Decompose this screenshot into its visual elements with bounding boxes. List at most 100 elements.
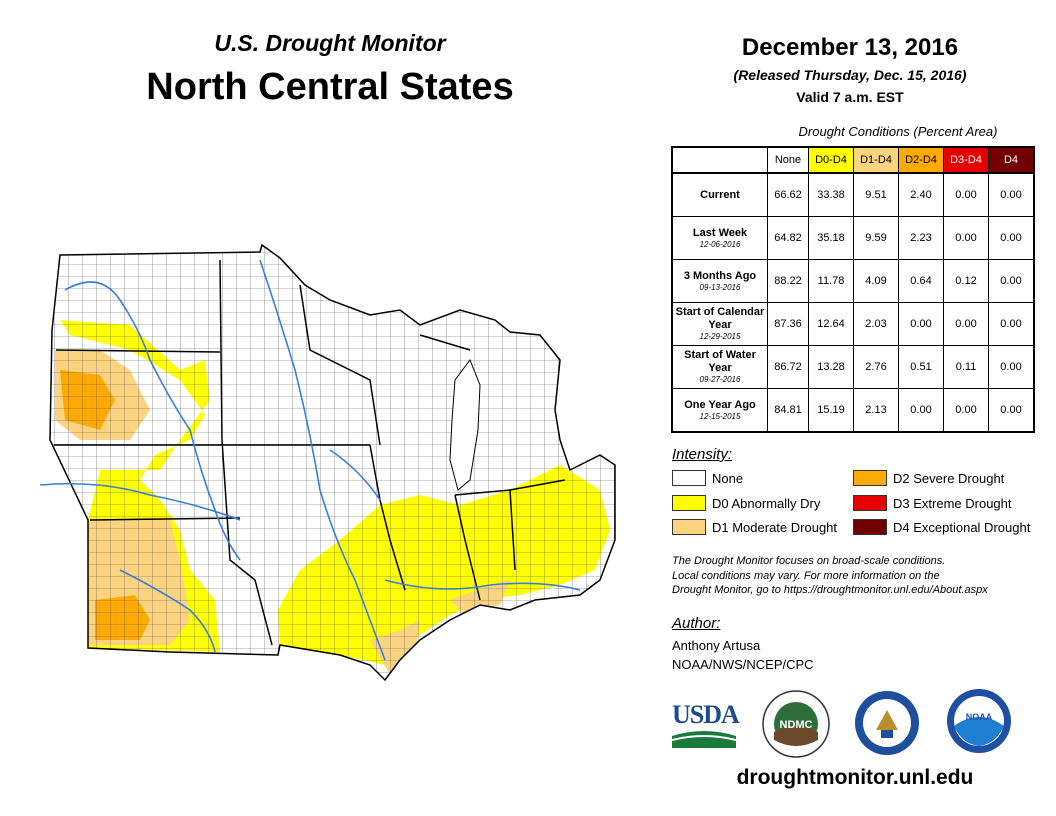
table-header-row: None D0-D4 D1-D4 D2-D4 D3-D4 D4: [672, 146, 1035, 174]
cell: 4.09: [853, 259, 899, 303]
legend-swatch: [672, 495, 706, 511]
cell: 12.64: [808, 302, 854, 346]
col-d2-d4: D2-D4: [898, 146, 944, 174]
cell: 88.22: [767, 259, 809, 303]
row-label: Start of Calendar Year: [675, 306, 765, 331]
cell: 0.11: [943, 345, 989, 389]
author-name: Anthony Artusa: [672, 638, 761, 653]
cell: 0.64: [898, 259, 944, 303]
col-d4: D4: [988, 146, 1035, 174]
note-line: The Drought Monitor focuses on broad-sca…: [672, 555, 946, 567]
table-row-3-months-ago: 3 Months Ago 09-13-2016 88.22 11.78 4.09 …: [671, 259, 1035, 303]
state-boundaries: [54, 259, 566, 646]
legend-swatch: [853, 495, 887, 511]
row-label: Current: [700, 188, 740, 201]
commerce-seal-logo: [855, 691, 919, 755]
map-subtitle: U.S. Drought Monitor: [214, 30, 446, 56]
cell: 0.00: [943, 172, 989, 217]
ndmc-logo: NDMC: [762, 690, 830, 758]
row-sublabel: 12-06-2016: [699, 239, 741, 249]
legend-swatch: [672, 519, 706, 535]
cell: 33.38: [808, 172, 854, 217]
cell: 0.00: [988, 388, 1035, 433]
legend-item-d2: D2 Severe Drought: [853, 470, 1004, 486]
legend-label: D0 Abnormally Dry: [712, 495, 821, 511]
usda-logo-stripe: [672, 731, 736, 748]
row-label: 3 Months Ago: [683, 269, 757, 282]
legend-title: Intensity:: [672, 446, 733, 463]
row-label: One Year Ago: [684, 398, 756, 411]
website-url: droughtmonitor.unl.edu: [736, 766, 974, 789]
cell: 66.62: [767, 172, 809, 217]
legend-label: D2 Severe Drought: [893, 470, 1005, 486]
drought-conditions-table: None D0-D4 D1-D4 D2-D4 D3-D4 D4 Current …: [671, 146, 1035, 433]
cell: 35.18: [808, 216, 854, 260]
table-row-last-week: Last Week 12-06-2016 64.82 35.18 9.59 2.2…: [671, 216, 1035, 260]
release-date: (Released Thursday, Dec. 15, 2016): [733, 67, 967, 83]
legend-item-d4: D4 Exceptional Drought: [853, 519, 1030, 535]
col-d0-d4: D0-D4: [808, 146, 854, 174]
cell: 84.81: [767, 388, 809, 433]
cell: 2.23: [898, 216, 944, 260]
cell: 0.00: [988, 216, 1035, 260]
cell: 9.59: [853, 216, 899, 260]
map-title: North Central States: [146, 66, 514, 108]
cell: 0.00: [988, 302, 1035, 346]
cell: 13.28: [808, 345, 854, 389]
author-title: Author:: [672, 615, 721, 632]
cell: 0.00: [988, 345, 1035, 389]
legend-item-none: None: [672, 470, 743, 486]
valid-time: Valid 7 a.m. EST: [796, 89, 904, 105]
table-row-start-of-water-year: Start of Water Year 09-27-2016 86.72 13.2…: [671, 345, 1035, 389]
col-none: None: [767, 146, 809, 174]
cell: 0.51: [898, 345, 944, 389]
cell: 2.76: [853, 345, 899, 389]
legend-swatch: [853, 470, 887, 486]
row-sublabel: 12-29-2015: [699, 332, 741, 341]
cell: 0.00: [943, 216, 989, 260]
table-row-start-of-calendar-year: Start of Calendar Year 12-29-2015 87.36 1…: [671, 302, 1035, 346]
legend-label: D1 Moderate Drought: [712, 519, 838, 535]
cell: 0.00: [943, 302, 989, 346]
cell: 0.12: [943, 259, 989, 303]
cell: 2.13: [853, 388, 899, 433]
cell: 0.00: [988, 259, 1035, 303]
legend-label: D3 Extreme Drought: [893, 495, 1012, 511]
legend-label: None: [712, 470, 744, 486]
col-d1-d4: D1-D4: [853, 146, 899, 174]
legend-item-d1: D1 Moderate Drought: [672, 519, 837, 535]
cell: 87.36: [767, 302, 809, 346]
drought-map: [40, 243, 616, 682]
cell: 0.00: [943, 388, 989, 433]
legend-item-d0: D0 Abnormally Dry: [672, 495, 820, 511]
footnote: The Drought Monitor focuses on broad-sca…: [672, 554, 1042, 598]
row-sublabel: 12-15-2015: [699, 411, 741, 421]
legend-item-d3: D3 Extreme Drought: [853, 495, 1012, 511]
lake-michigan: [449, 358, 481, 491]
table-row-current: Current 66.62 33.38 9.51 2.40 0.00 0.00: [671, 172, 1035, 217]
rivers: [40, 259, 581, 661]
cell: 0.00: [898, 388, 944, 433]
row-label: Last Week: [692, 226, 748, 239]
cell: 2.40: [898, 172, 944, 217]
row-label: Start of Water Year: [684, 349, 756, 374]
note-line: Drought Monitor, go to https://droughtmo…: [672, 584, 988, 596]
row-sublabel: 09-27-2016: [699, 375, 741, 384]
legend-label: D4 Exceptional Drought: [893, 519, 1031, 535]
cell: 2.03: [853, 302, 899, 346]
cell: 15.19: [808, 388, 854, 433]
cell: 86.72: [767, 345, 809, 389]
table-caption: Drought Conditions (Percent Area): [798, 124, 998, 139]
ndmc-logo-text: NDMC: [780, 719, 813, 731]
cell: 0.00: [988, 172, 1035, 217]
row-sublabel: 09-13-2016: [699, 282, 741, 292]
author-org: NOAA/NWS/NCEP/CPC: [672, 657, 814, 672]
col-d3-d4: D3-D4: [943, 146, 989, 174]
cell: 0.00: [898, 302, 944, 346]
cell: 64.82: [767, 216, 809, 260]
noaa-logo-text: NOAA: [966, 712, 993, 722]
usda-logo: USDA: [672, 700, 740, 729]
cell: 9.51: [853, 172, 899, 217]
report-date: December 13, 2016: [741, 34, 959, 61]
note-line: Local conditions may vary. For more info…: [672, 569, 940, 582]
